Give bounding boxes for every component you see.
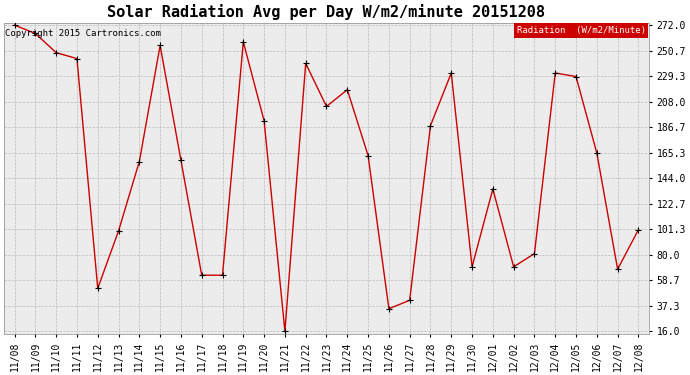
Text: Copyright 2015 Cartronics.com: Copyright 2015 Cartronics.com: [6, 29, 161, 38]
Title: Solar Radiation Avg per Day W/m2/minute 20151208: Solar Radiation Avg per Day W/m2/minute …: [108, 4, 546, 20]
Text: Radiation  (W/m2/Minute): Radiation (W/m2/Minute): [517, 26, 646, 35]
